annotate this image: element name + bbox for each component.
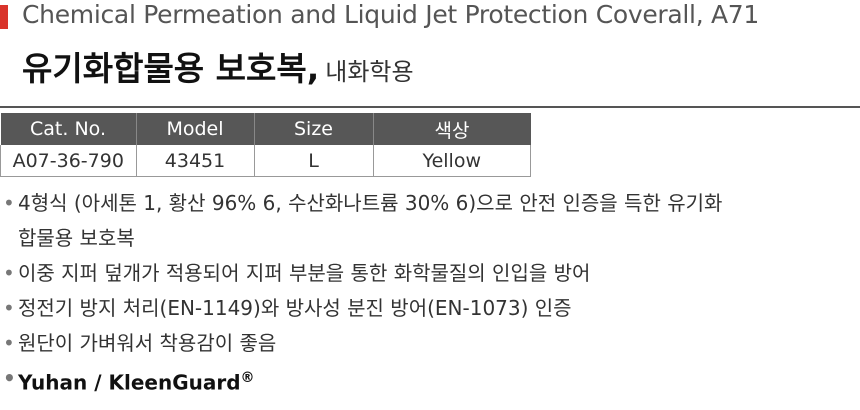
brand-name: Yuhan / KleenGuard	[18, 370, 241, 395]
feature-list: 4형식 (아세톤 1, 황산 96% 6, 수산화나트륨 30% 6)으로 안전…	[0, 186, 738, 401]
spec-table: Cat. No. Model Size 색상 A07-36-790 43451 …	[0, 113, 531, 177]
column-header: Model	[136, 113, 255, 145]
accent-bar	[0, 5, 8, 29]
heading-text: 유기화합물용 보호복,	[22, 49, 320, 88]
cell: L	[253, 145, 374, 177]
heading: 유기화합물용 보호복, 내화학용	[22, 42, 414, 90]
feature: 4형식 (아세톤 1, 황산 96% 6, 수산화나트륨 30% 6)으로 안전…	[0, 186, 738, 256]
column-header: Size	[254, 113, 374, 145]
title: Chemical Permeation and Liquid Jet Prote…	[22, 0, 760, 29]
cell: 43451	[135, 145, 255, 177]
feature: 원단이 가벼워서 착용감이 좋음	[0, 326, 718, 361]
column-header: Cat. No.	[0, 113, 137, 145]
subheading: 내화학용	[325, 58, 414, 86]
header-row: Cat. No. Model Size 색상	[0, 113, 531, 145]
divider	[0, 106, 860, 108]
brand: Yuhan / KleenGuard®	[0, 361, 718, 401]
row: A07-36-790 43451 L Yellow	[0, 145, 531, 177]
column-header: 색상	[373, 113, 531, 145]
feature: 이중 지퍼 덮개가 적용되어 지퍼 부분을 통한 화학물질의 인입을 방어	[0, 256, 718, 291]
cell: Yellow	[372, 145, 531, 177]
cell: A07-36-790	[0, 145, 137, 177]
brand-mark: ®	[240, 370, 255, 386]
feature: 정전기 방지 처리(EN-1149)와 방사성 분진 방어(EN-1073) 인…	[0, 291, 718, 326]
